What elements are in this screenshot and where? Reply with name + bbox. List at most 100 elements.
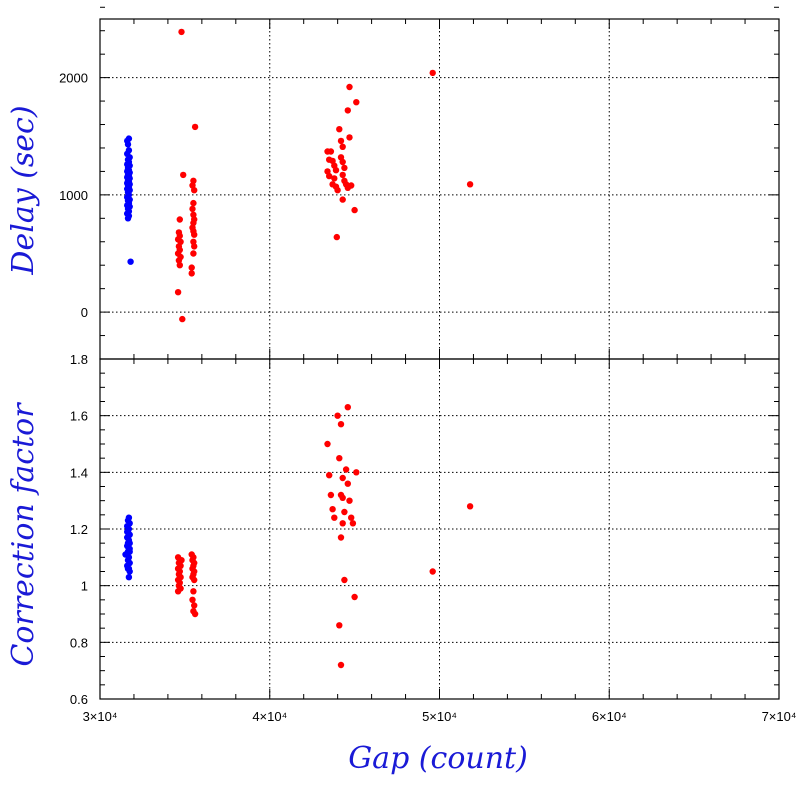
data-point: [191, 610, 199, 618]
delay-grid: [100, 19, 779, 359]
correction-points: [122, 404, 474, 669]
data-point: [337, 534, 345, 541]
data-point: [339, 143, 346, 150]
data-point: [191, 187, 198, 194]
correction-grid: [100, 359, 779, 699]
data-point: [344, 107, 351, 114]
data-point: [336, 126, 343, 133]
data-point: [339, 158, 346, 166]
data-point: [341, 164, 348, 172]
data-point: [176, 262, 183, 269]
data-point: [178, 557, 185, 564]
data-point: [344, 480, 351, 487]
data-point: [188, 264, 195, 271]
data-point: [466, 503, 474, 510]
data-point: [337, 661, 345, 669]
data-point: [331, 514, 338, 521]
data-point: [125, 135, 133, 142]
data-point: [191, 576, 198, 584]
correction-axis-title: Correction factor: [6, 402, 41, 667]
data-point: [339, 474, 346, 482]
data-point: [180, 171, 187, 179]
data-point: [126, 568, 133, 575]
data-point: [353, 469, 360, 476]
data-point: [344, 404, 351, 411]
y-tick-label: 1.6: [70, 409, 88, 424]
data-point: [339, 520, 346, 527]
data-point: [179, 315, 186, 323]
data-point: [337, 137, 345, 145]
data-point: [346, 134, 353, 141]
x-tick-label: 4×10⁴: [252, 709, 287, 724]
correction-y-tick-labels: 0.6 0.8 1 1.2 1.4 1.6 1.8: [70, 352, 88, 707]
data-point: [327, 491, 335, 499]
data-point: [189, 596, 196, 603]
y-tick-label: 1000: [59, 188, 88, 203]
data-point: [329, 506, 336, 513]
data-point: [174, 588, 182, 595]
data-point: [327, 148, 335, 155]
data-point: [332, 167, 340, 174]
data-point: [351, 206, 358, 214]
delay-y-tick-labels: 0 1000 2000: [59, 71, 88, 320]
data-point: [349, 520, 357, 527]
x-tick-label: 3×10⁴: [83, 709, 118, 724]
y-tick-label: 0.6: [70, 692, 88, 707]
data-point: [127, 258, 134, 265]
data-point: [191, 602, 198, 609]
data-point: [188, 270, 195, 277]
data-point: [331, 175, 338, 182]
data-point: [351, 593, 358, 601]
correction-panel: 0.6 0.8 1 1.2 1.4 1.6 1.8 3×10⁴ 4×10⁴ 5×10⁴ 6×10⁴…: [70, 352, 797, 724]
delay-ticks: [99, 6, 780, 360]
data-point: [189, 205, 196, 213]
gap-axis-title: Gap (count): [348, 741, 528, 776]
data-point: [124, 528, 131, 535]
data-point: [124, 141, 132, 148]
x-tick-label: 7×10⁴: [762, 709, 797, 724]
data-point: [336, 455, 343, 462]
data-point: [341, 576, 348, 584]
data-point: [124, 534, 132, 541]
y-tick-label: 2000: [59, 71, 88, 86]
data-point: [342, 466, 350, 473]
data-point: [346, 83, 353, 91]
data-point: [174, 289, 182, 296]
delay-panel: 0 1000 2000: [59, 6, 780, 360]
data-point: [334, 187, 341, 194]
data-point: [191, 243, 198, 250]
data-point: [326, 472, 333, 479]
data-point: [339, 494, 346, 501]
x-tick-label: 5×10⁴: [422, 709, 457, 724]
data-point: [178, 28, 185, 36]
data-point: [190, 588, 197, 595]
y-tick-label: 0: [81, 305, 88, 320]
data-point: [176, 216, 183, 223]
data-point: [191, 231, 198, 238]
data-point: [324, 440, 331, 448]
data-point: [337, 421, 345, 428]
data-point: [125, 574, 133, 581]
data-point: [326, 172, 333, 180]
data-point: [333, 233, 340, 241]
data-point: [190, 199, 197, 207]
data-point: [346, 497, 353, 504]
data-point: [339, 196, 346, 203]
y-tick-label: 1.2: [70, 522, 88, 537]
data-point: [336, 622, 343, 629]
x-tick-labels: 3×10⁴ 4×10⁴ 5×10⁴ 6×10⁴ 7×10⁴: [83, 709, 797, 724]
delay-axis-title: Delay (sec): [6, 105, 41, 275]
y-tick-label: 0.8: [70, 635, 88, 650]
y-tick-label: 1.4: [70, 465, 88, 480]
x-tick-label: 6×10⁴: [592, 709, 627, 724]
data-point: [341, 508, 348, 516]
data-point: [429, 69, 436, 77]
data-point: [191, 123, 199, 131]
data-point: [353, 99, 360, 106]
y-tick-label: 1.8: [70, 352, 88, 367]
data-point: [429, 568, 436, 575]
y-tick-label: 1: [81, 579, 88, 594]
delay-points: [124, 28, 474, 323]
data-point: [126, 545, 133, 552]
